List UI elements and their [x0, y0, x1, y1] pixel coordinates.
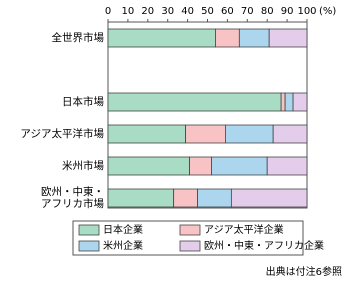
bar-segment [280, 92, 286, 112]
bar-segment [211, 156, 268, 176]
x-tick-label: 70 [241, 6, 254, 17]
x-tick-label: 10 [122, 6, 135, 17]
x-tick-label: 0 [105, 6, 111, 17]
bar-segment [107, 124, 187, 144]
x-tick-label: 20 [141, 6, 154, 17]
bar-segment [107, 188, 175, 208]
bar-segment [225, 124, 274, 144]
legend-label: 欧州・中東・アフリカ企業 [204, 239, 324, 252]
x-tick-label: 60 [221, 6, 234, 17]
legend-swatch [179, 240, 201, 252]
bar-segment [197, 188, 232, 208]
legend-label: アジア太平洋企業 [204, 223, 284, 236]
bar-segment [284, 92, 294, 112]
category-label: 全世界市場 [51, 32, 105, 44]
bar-segment [189, 156, 212, 176]
bar-segment [238, 28, 270, 48]
bar-segment [292, 92, 308, 112]
bar-segment [107, 92, 282, 112]
legend-label: 米州企業 [103, 239, 143, 252]
x-tick-label: 40 [181, 6, 194, 17]
bar-segment [266, 156, 308, 176]
category-label: アジア太平洋市場 [20, 128, 104, 140]
x-tick-label: 30 [161, 6, 174, 17]
bar-segment [107, 156, 190, 176]
legend-swatch [179, 224, 201, 236]
legend-swatch [78, 224, 100, 236]
legend-swatch [78, 240, 100, 252]
category-label: 欧州・中東・アフリカ市場 [41, 186, 104, 210]
bar-segment [215, 28, 240, 48]
category-label: 日本市場 [62, 96, 104, 108]
bar-segment [173, 188, 198, 208]
legend-label: 日本企業 [103, 223, 143, 236]
x-axis-unit: (%) [319, 6, 336, 17]
bar-segment [230, 188, 308, 208]
bar-segment [268, 28, 308, 48]
plot-frame [107, 21, 308, 209]
x-tick-label: 90 [281, 6, 294, 17]
x-tick-label: 50 [201, 6, 214, 17]
source-note: 出典は付注6参照 [266, 265, 342, 278]
x-tick-label: 100 [297, 6, 316, 17]
bar-segment [272, 124, 308, 144]
bar-segment [185, 124, 226, 144]
x-tick-label: 80 [261, 6, 274, 17]
bar-segment [107, 28, 216, 48]
category-label: 米州市場 [62, 160, 104, 172]
